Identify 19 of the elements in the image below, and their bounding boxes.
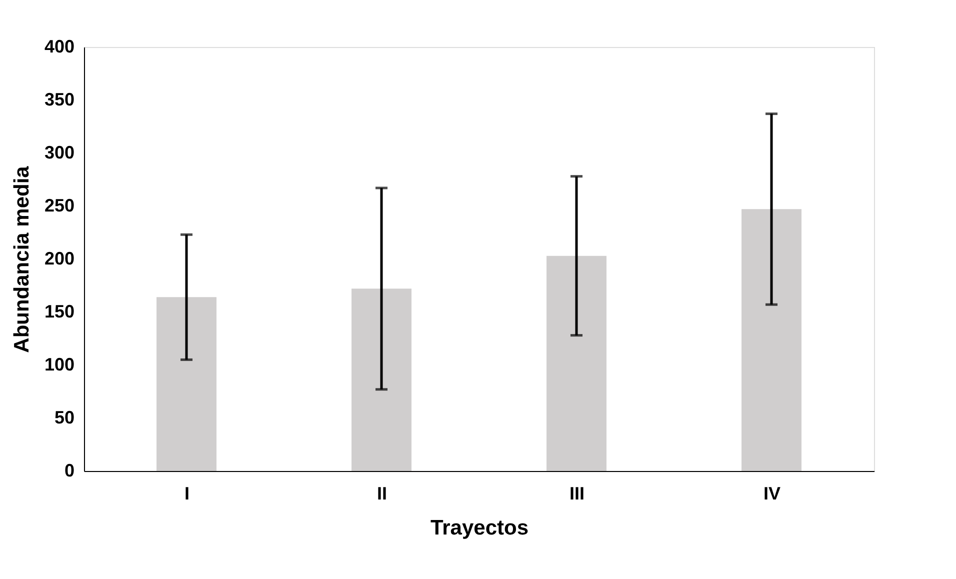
- x-axis-title: Trayectos: [430, 516, 529, 540]
- x-tick-label: III: [569, 484, 585, 504]
- y-tick-label: 200: [44, 248, 74, 268]
- bar: [546, 256, 606, 471]
- y-tick-label: 400: [44, 36, 74, 56]
- x-tick-label: IV: [763, 484, 781, 504]
- bar: [352, 288, 412, 471]
- y-tick-label: 300: [44, 142, 74, 162]
- y-axis-title: Abundancia media: [10, 166, 34, 353]
- y-tick-label: 0: [64, 460, 74, 480]
- x-tick-label: I: [184, 484, 190, 504]
- y-tick-label: 150: [44, 302, 74, 322]
- y-tick-label: 50: [54, 408, 74, 428]
- y-tick-label: 250: [44, 196, 74, 216]
- x-tick-label: II: [376, 484, 388, 504]
- y-tick-label: 350: [44, 90, 74, 110]
- bar: [156, 297, 216, 471]
- bar: [742, 209, 802, 471]
- y-tick-label: 100: [44, 354, 74, 374]
